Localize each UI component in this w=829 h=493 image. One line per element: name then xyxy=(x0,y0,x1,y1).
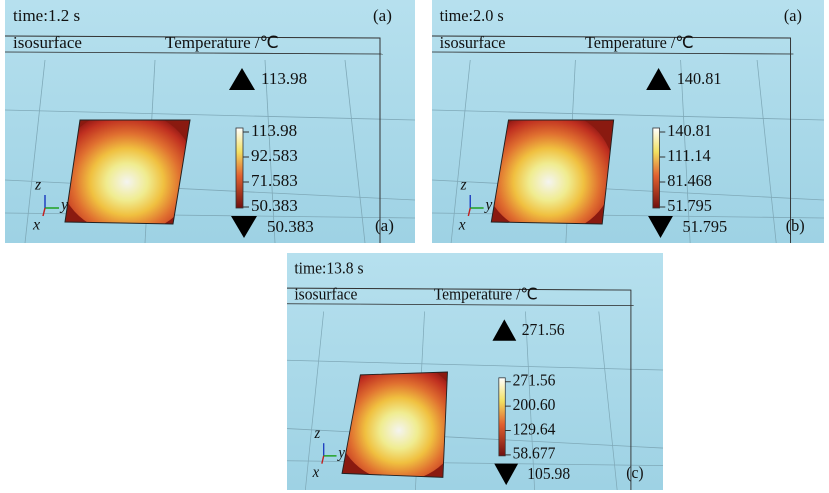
panel-label: (b) xyxy=(786,216,805,235)
legend-label: 200.60 xyxy=(513,397,556,415)
axis-label: z xyxy=(314,426,321,442)
axis-label: y xyxy=(59,197,69,214)
axis-label: x xyxy=(32,217,40,234)
legend-label: 71.583 xyxy=(251,171,298,190)
time-label: time:13.8 s xyxy=(294,260,363,278)
axis-label: y xyxy=(336,445,345,461)
quantity-label: Temperature /℃ xyxy=(585,33,694,52)
axis-label: y xyxy=(484,196,493,213)
panel-label: (a) xyxy=(373,6,392,25)
panel-label: (c) xyxy=(626,465,643,483)
max-value: 271.56 xyxy=(522,321,565,339)
color-bar xyxy=(499,378,505,456)
min-value: 105.98 xyxy=(527,466,570,484)
time-label: time:1.2 s xyxy=(13,6,80,25)
min-value: 50.383 xyxy=(267,217,314,236)
max-value: 140.81 xyxy=(677,69,722,88)
figure: time:1.2 s (a) isosurface Temperature /℃ 113… xyxy=(0,0,829,493)
panel: time:13.8 s isosurface Temperature /℃ 271.5… xyxy=(287,253,663,490)
panel-label: (a) xyxy=(784,6,802,25)
legend-label: 50.383 xyxy=(251,196,298,215)
legend-label: 51.795 xyxy=(667,196,712,215)
max-value: 113.98 xyxy=(261,69,307,88)
legend-label: 58.677 xyxy=(513,445,556,463)
axis-label: z xyxy=(34,177,42,194)
min-value: 51.795 xyxy=(682,217,727,236)
legend-label: 140.81 xyxy=(667,121,712,140)
panel: time:2.0 s (a) isosurface Temperature /℃ 140… xyxy=(432,0,824,243)
plot-type: isosurface xyxy=(440,33,506,52)
legend-label: 271.56 xyxy=(513,372,556,390)
legend-label: 129.64 xyxy=(513,421,556,439)
axis-label: x xyxy=(312,465,320,481)
quantity-label: Temperature /℃ xyxy=(165,33,279,52)
panel: time:1.2 s (a) isosurface Temperature /℃ 113… xyxy=(5,0,415,243)
axis-label: x xyxy=(458,216,466,233)
legend-label: 113.98 xyxy=(251,121,297,140)
color-bar xyxy=(236,128,243,208)
axis-label: z xyxy=(460,176,467,193)
quantity-label: Temperature /℃ xyxy=(434,286,538,304)
color-bar xyxy=(653,128,660,208)
panel-label: (a) xyxy=(375,216,394,235)
plot-type: isosurface xyxy=(13,33,82,52)
legend-label: 92.583 xyxy=(251,146,298,165)
legend-label: 111.14 xyxy=(667,146,711,165)
plot-type: isosurface xyxy=(294,286,357,304)
time-label: time:2.0 s xyxy=(440,6,504,25)
legend-label: 81.468 xyxy=(667,171,712,190)
